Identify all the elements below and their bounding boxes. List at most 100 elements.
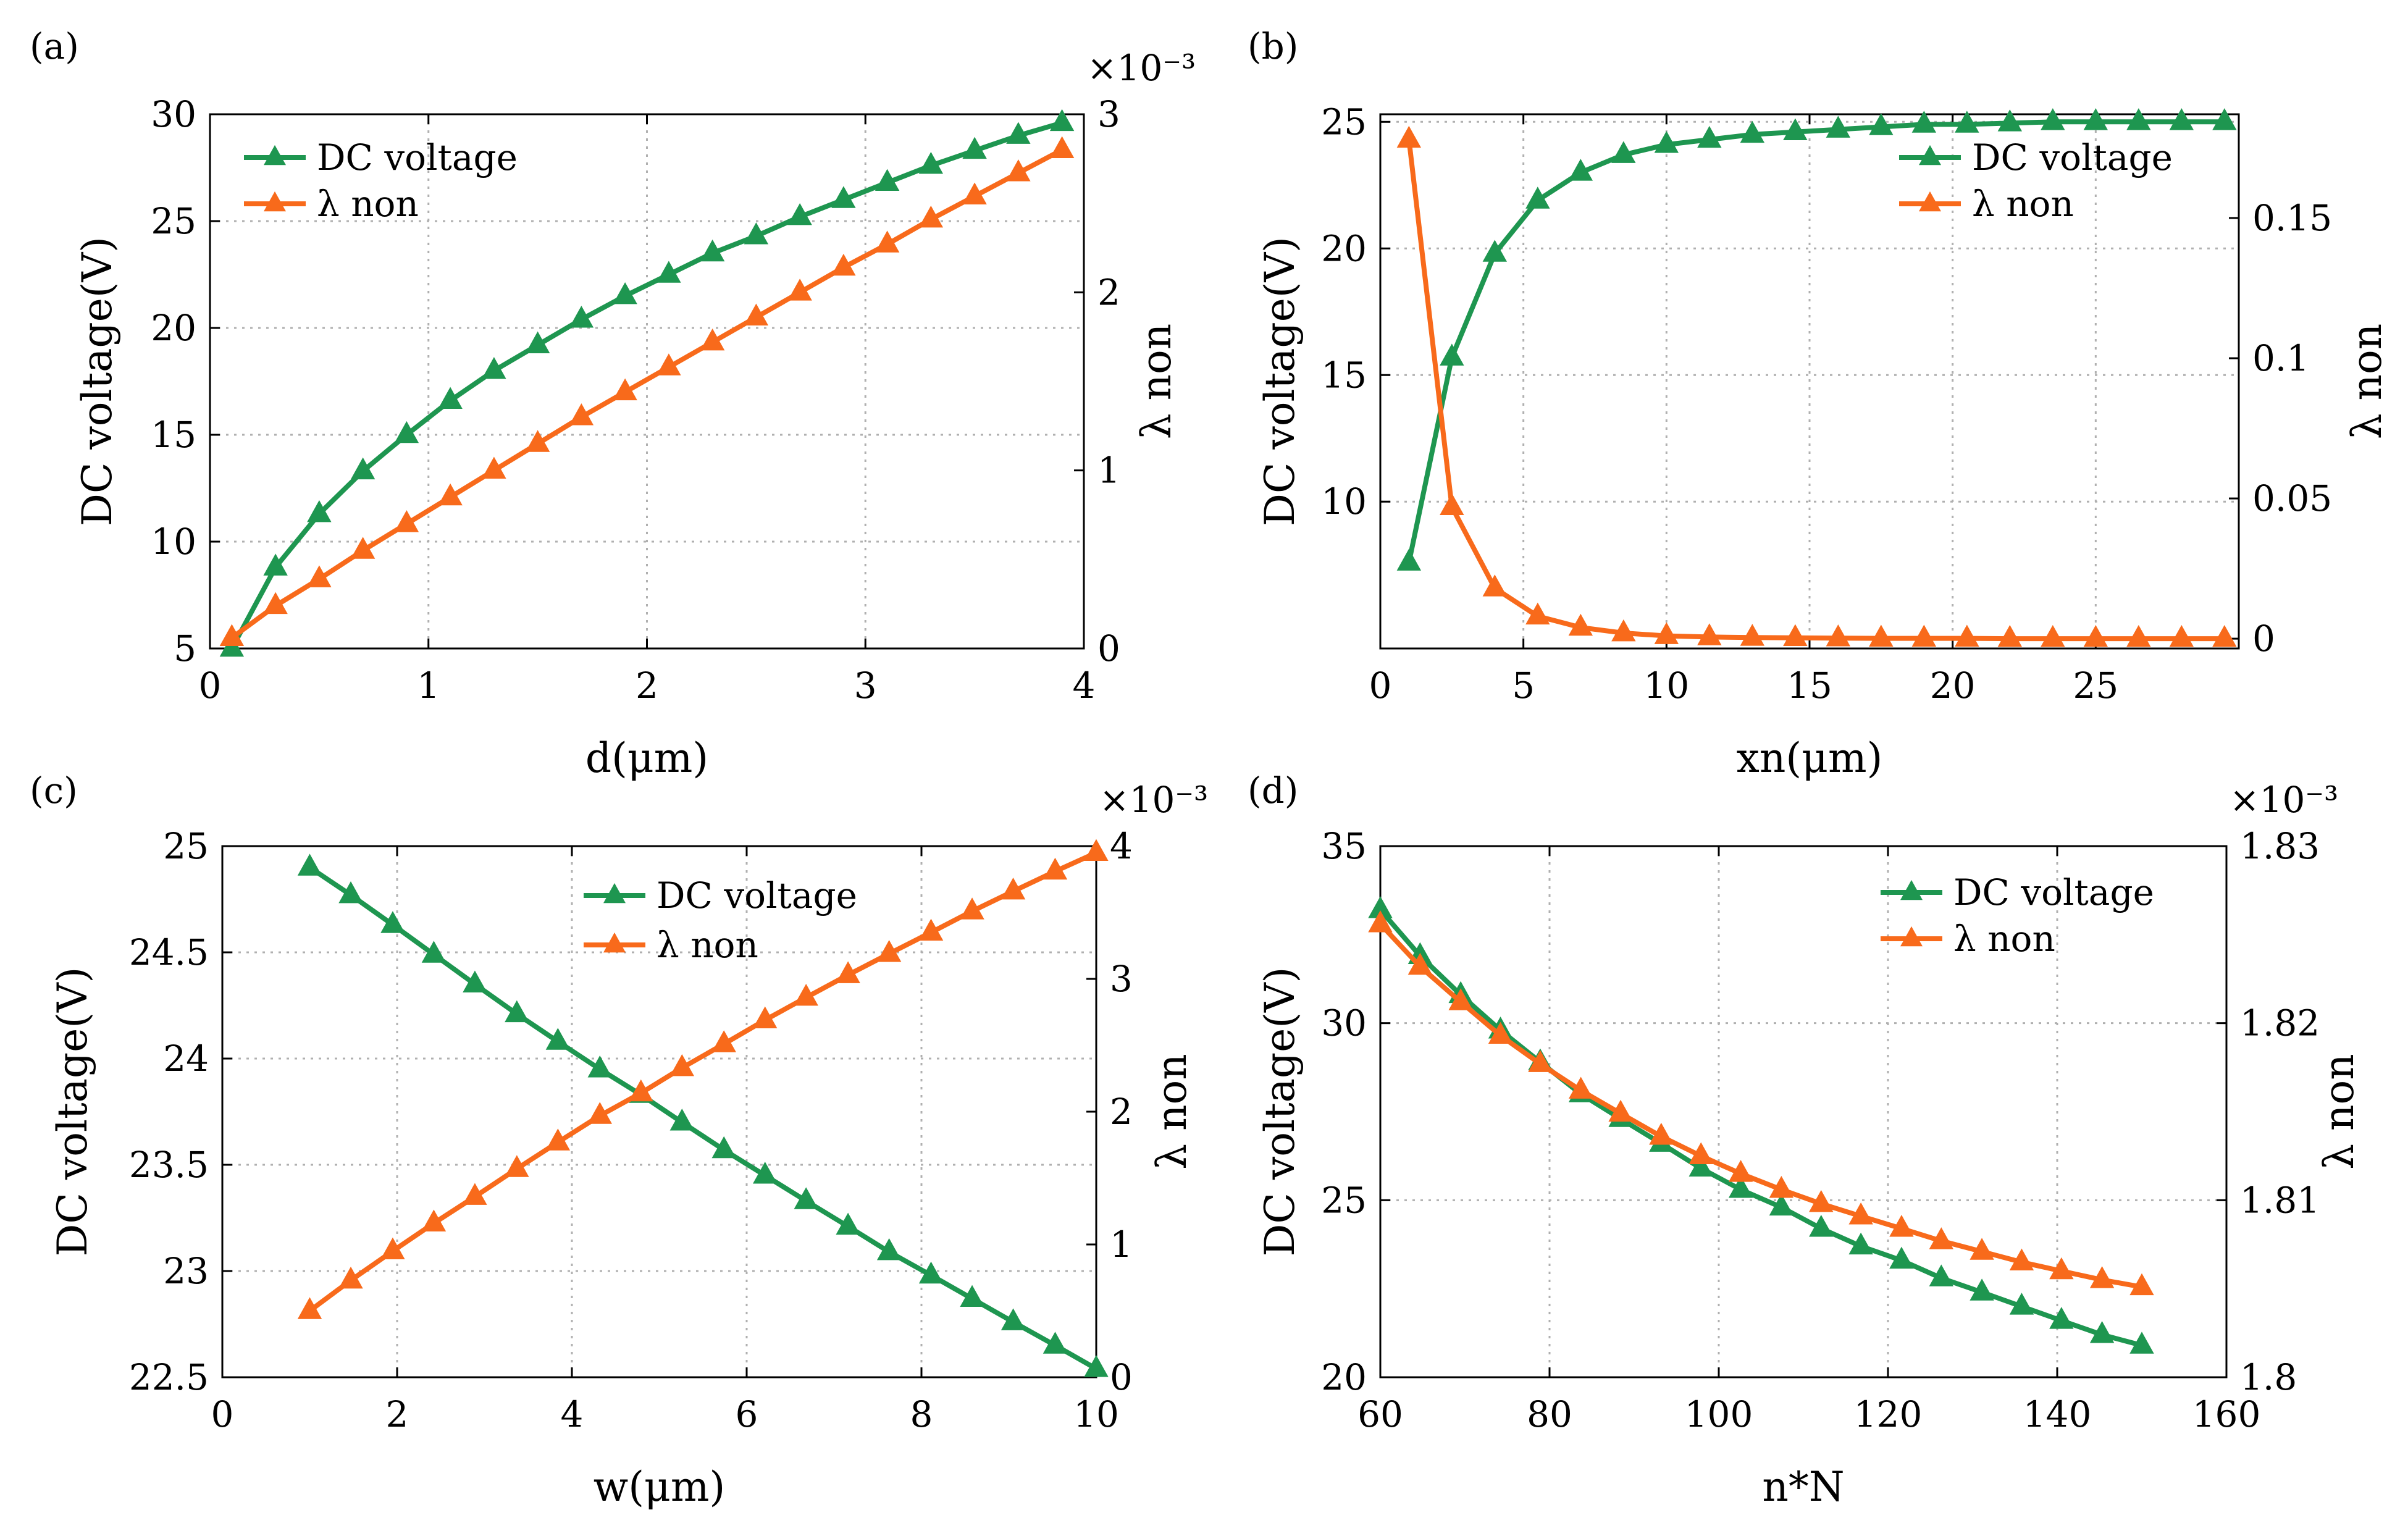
data-point [1889,1215,1914,1237]
data-point [2126,624,2151,647]
data-point [1697,125,1722,148]
data-point [629,1079,653,1102]
series-dc-voltage [1368,896,2154,1354]
y-tick-label: 30 [151,93,196,135]
data-point [525,430,550,452]
y-tick-label: 15 [1321,354,1367,396]
data-point [350,457,375,480]
data-point [2129,1332,2154,1354]
series-dc-voltage [1396,108,2237,571]
data-point [1525,602,1550,625]
data-point [711,1136,736,1159]
data-point [2169,624,2194,647]
y2-tick-label: 1.83 [2240,825,2320,867]
x-axis-label: n*N [1762,1463,1844,1511]
x-tick-label: 120 [1854,1393,1923,1435]
x-tick-label: 25 [2073,665,2118,707]
legend-label: λ non [1972,183,2074,225]
x-tick-label: 0 [199,665,222,707]
data-point [1368,910,1393,933]
data-point [836,961,860,983]
data-point [1769,1193,1794,1216]
legend: DC voltage λ non [584,875,857,966]
y-axis-label: DC voltage(V) [1256,967,1304,1257]
data-point [569,306,594,328]
y2-tick-label: 0 [2252,618,2275,660]
y-tick-label: 15 [151,414,196,456]
legend-marker [1919,145,1941,166]
y-tick-label: 24 [163,1038,209,1080]
data-point [2041,624,2065,647]
y2-axis-label: λ non [2343,324,2391,440]
data-point [831,253,856,276]
data-point [831,186,856,208]
x-tick-label: 140 [2023,1393,2092,1435]
data-point [1006,159,1031,182]
y2-tick-label: 1 [1097,450,1120,492]
data-point [505,1000,529,1023]
data-point [753,1006,778,1028]
data-point [2126,108,2151,130]
data-point [1911,624,1937,647]
data-point [1049,136,1075,158]
series-lambda-non [1368,910,2154,1296]
y-tick-label: 20 [1321,1356,1367,1398]
x-tick-label: 8 [910,1393,933,1435]
data-point [525,331,550,353]
data-point [587,1055,612,1078]
y-tick-label: 20 [151,307,196,349]
x-tick-label: 20 [1930,665,1976,707]
data-point [1608,1099,1633,1122]
data-point [1783,624,1808,647]
data-point [1042,1332,1068,1354]
y2-tick-label: 1 [1110,1223,1133,1265]
series-lambda-non [1396,125,2237,647]
data-point [1654,131,1679,153]
legend-marker [1900,879,1923,900]
panel-d: 60 80 100 120 140 160 20 25 30 35 1.8 1.81 1.82 1.83×… [1248,770,2363,1511]
data-point [787,203,812,225]
data-point [2049,1307,2074,1329]
data-point [2089,1321,2115,1343]
y2-exponent-label: ×10⁻³ [1099,779,1208,821]
data-point [1649,1122,1674,1145]
data-point [1611,141,1636,163]
y2-tick-label: 2 [1110,1091,1133,1133]
series-lambda-non [219,136,1075,647]
y-tick-label: 35 [1321,825,1367,867]
data-point [1689,1154,1713,1177]
data-point [1440,493,1464,516]
legend-marker [603,932,626,953]
data-point [1396,548,1422,571]
data-point [918,918,944,941]
legend: DC voltage λ non [244,136,518,225]
data-point [962,136,987,159]
data-point [1568,613,1593,636]
data-point [463,1183,487,1205]
y2-tick-label: 1.8 [2240,1356,2297,1398]
data-point [1654,622,1679,644]
data-point [2041,108,2065,130]
data-point [1084,1355,1109,1377]
x-tick-label: 3 [854,665,877,707]
data-point [263,553,288,576]
data-point [297,854,322,876]
data-point [918,205,944,228]
legend-marker [603,883,626,904]
y2-tick-label: 3 [1097,93,1120,135]
axes-frame [1379,845,2228,1378]
data-point [1783,118,1808,141]
data-point [1482,240,1508,262]
data-point [394,510,419,532]
y-tick-label: 20 [1321,227,1367,269]
y2-exponent-label: ×10⁻³ [2230,779,2338,821]
data-point [962,182,987,204]
data-point [613,282,637,304]
data-point [338,1266,363,1289]
y2-tick-label: 2 [1097,271,1120,313]
data-point [1911,111,1937,133]
data-point [794,1187,818,1209]
data-point [1049,109,1075,132]
